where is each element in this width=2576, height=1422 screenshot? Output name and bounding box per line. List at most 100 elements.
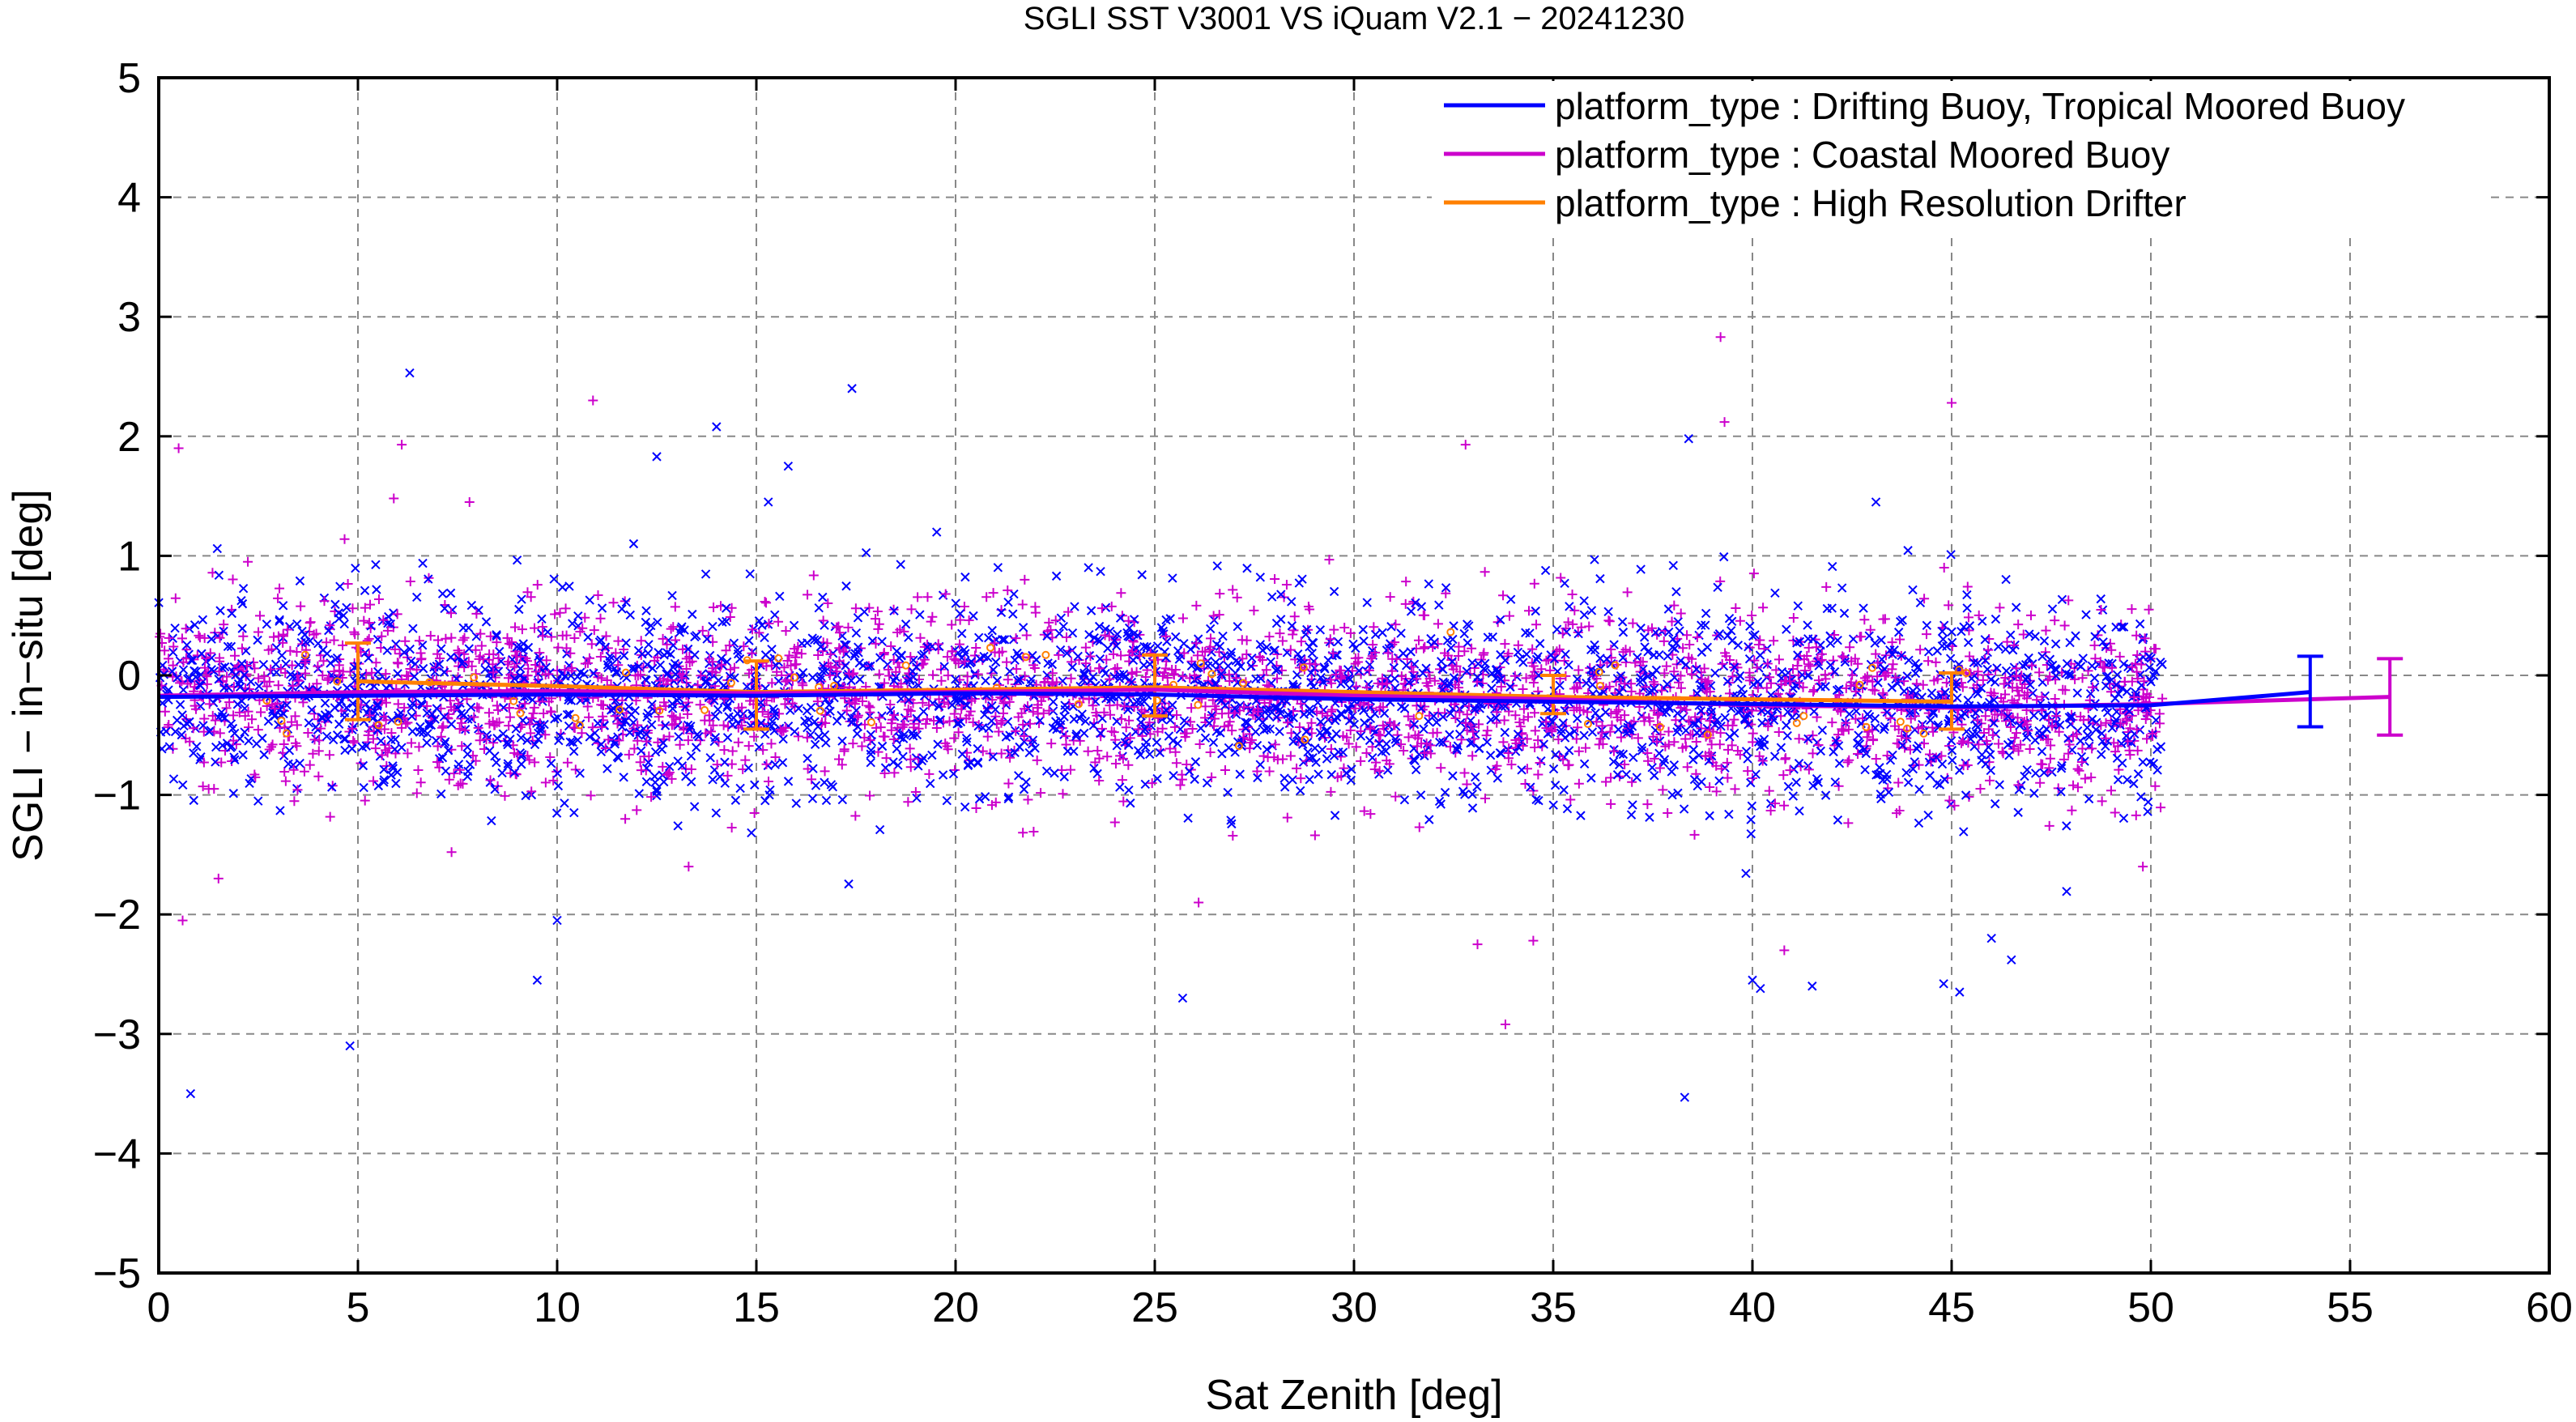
scatter-point-drifting-buoy: [2020, 660, 2031, 670]
scatter-point-drifting-buoy: [893, 760, 903, 770]
scatter-point-coastal-buoy: [1678, 643, 1688, 654]
scatter-point-coastal-buoy: [681, 678, 692, 688]
scatter-point-drifting-buoy: [888, 757, 898, 767]
scatter-point-coastal-buoy: [1292, 763, 1302, 773]
scatter-point-coastal-buoy: [1533, 769, 1543, 780]
scatter-point-coastal-buoy: [926, 616, 936, 627]
scatter-point-coastal-buoy: [1345, 628, 1356, 638]
scatter-point-coastal-buoy: [2044, 820, 2054, 831]
scatter-point-drifting-buoy: [1903, 546, 1913, 556]
scatter-point-coastal-buoy: [1366, 654, 1377, 664]
scatter-point-coastal-buoy: [1788, 664, 1799, 675]
scatter-point-coastal-buoy: [524, 755, 534, 765]
scatter-point-drifting-buoy: [481, 617, 492, 627]
scatter-point-drifting-buoy: [1162, 636, 1172, 646]
scatter-point-coastal-buoy: [562, 757, 573, 768]
scatter-point-drifting-buoy: [974, 632, 984, 642]
scatter-point-drifting-buoy: [2136, 792, 2146, 802]
scatter-point-coastal-buoy: [1773, 726, 1784, 737]
scatter-point-drifting-buoy: [211, 757, 220, 767]
scatter-point-drifting-buoy: [1735, 671, 1745, 681]
scatter-point-coastal-buoy: [807, 774, 817, 785]
scatter-point-coastal-buoy: [368, 776, 379, 786]
scatter-point-drifting-buoy: [1419, 724, 1429, 734]
scatter-point-drifting-buoy: [522, 735, 532, 745]
scatter-point-drifting-buoy: [1013, 675, 1023, 686]
scatter-point-coastal-buoy: [918, 697, 928, 708]
scatter-point-coastal-buoy: [1880, 650, 1891, 661]
scatter-point-coastal-buoy: [2083, 666, 2093, 676]
scatter-point-drifting-buoy: [927, 750, 937, 760]
scatter-point-drifting-buoy: [1021, 777, 1031, 787]
scatter-point-coastal-buoy: [1020, 574, 1030, 585]
scatter-point-drifting-buoy: [583, 632, 593, 642]
scatter-point-coastal-buoy: [1303, 601, 1314, 611]
scatter-point-drifting-buoy: [961, 733, 972, 743]
scatter-point-drifting-buoy: [1292, 730, 1302, 740]
scatter-point-drifting-buoy: [1535, 639, 1545, 649]
scatter-point-drifting-buoy: [237, 598, 248, 609]
scatter-point-drifting-buoy: [769, 726, 779, 736]
scatter-point-coastal-buoy: [971, 803, 981, 813]
scatter-point-coastal-buoy: [1498, 737, 1509, 747]
scatter-point-coastal-buoy: [1343, 739, 1354, 749]
scatter-point-coastal-buoy: [1413, 635, 1424, 645]
scatter-point-coastal-buoy: [453, 661, 464, 671]
scatter-point-coastal-buoy: [1518, 683, 1528, 694]
scatter-point-drifting-buoy: [1959, 827, 1969, 837]
scatter-point-coastal-buoy: [1581, 743, 1591, 753]
scatter-point-drifting-buoy: [573, 735, 583, 745]
scatter-point-drifting-buoy: [1733, 641, 1744, 650]
scatter-point-drifting-buoy: [1608, 756, 1619, 767]
scatter-point-coastal-buoy: [1399, 745, 1409, 756]
scatter-point-coastal-buoy: [2074, 765, 2084, 776]
scatter-point-coastal-buoy: [1528, 677, 1539, 688]
scatter-point-coastal-buoy: [921, 718, 931, 729]
scatter-point-coastal-buoy: [546, 632, 556, 642]
scatter-point-coastal-buoy: [360, 602, 370, 613]
scatter-point-coastal-buoy: [2000, 672, 2011, 683]
scatter-point-coastal-buoy: [1705, 716, 1715, 726]
scatter-point-coastal-buoy: [666, 773, 677, 784]
scatter-point-drifting-buoy: [397, 743, 407, 752]
scatter-point-drifting-buoy: [295, 576, 305, 586]
scatter-point-coastal-buoy: [1612, 712, 1623, 722]
scatter-point-coastal-buoy: [2132, 745, 2143, 756]
scatter-point-drifting-buoy: [1377, 628, 1387, 637]
scatter-point-drifting-buoy: [2090, 632, 2100, 641]
scatter-point-coastal-buoy: [1101, 654, 1112, 665]
scatter-point-coastal-buoy: [1843, 818, 1854, 828]
scatter-point-drifting-buoy: [928, 698, 938, 709]
scatter-point-coastal-buoy: [1828, 655, 1838, 666]
scatter-point-coastal-buoy: [168, 743, 178, 754]
scatter-point-coastal-buoy: [1194, 739, 1205, 750]
scatter-point-drifting-buoy: [1009, 589, 1019, 599]
scatter-point-coastal-buoy: [1766, 678, 1777, 688]
scatter-point-drifting-buoy: [2071, 631, 2080, 641]
scatter-point-drifting-buoy: [562, 709, 573, 720]
scatter-point-drifting-buoy: [1946, 799, 1956, 809]
scatter-point-coastal-buoy: [228, 574, 238, 585]
scatter-point-coastal-buoy: [766, 739, 777, 749]
scatter-point-drifting-buoy: [1266, 657, 1275, 666]
scatter-point-drifting-buoy: [364, 704, 374, 714]
scatter-point-coastal-buoy: [377, 631, 387, 641]
scatter-point-drifting-buoy: [1003, 717, 1013, 726]
scatter-point-coastal-buoy: [1116, 713, 1126, 724]
scatter-point-drifting-buoy: [602, 764, 612, 773]
scatter-point-coastal-buoy: [1162, 673, 1173, 683]
scatter-point-coastal-buoy: [1980, 711, 1991, 722]
scatter-point-drifting-buoy: [692, 743, 701, 752]
scatter-point-drifting-buoy: [1043, 658, 1053, 668]
scatter-point-coastal-buoy: [1603, 615, 1614, 626]
scatter-point-coastal-buoy: [1454, 666, 1465, 677]
scatter-point-coastal-buoy: [1574, 705, 1585, 715]
scatter-point-drifting-buoy: [1746, 777, 1756, 788]
scatter-point-drifting-buoy: [1416, 602, 1427, 611]
scatter-point-coastal-buoy: [1626, 686, 1637, 696]
scatter-point-drifting-buoy: [763, 760, 773, 771]
scatter-point-coastal-buoy: [444, 774, 454, 785]
scatter-point-coastal-buoy: [666, 720, 677, 730]
scatter-point-drifting-buoy: [710, 732, 721, 743]
scatter-point-drifting-buoy: [1647, 763, 1657, 773]
